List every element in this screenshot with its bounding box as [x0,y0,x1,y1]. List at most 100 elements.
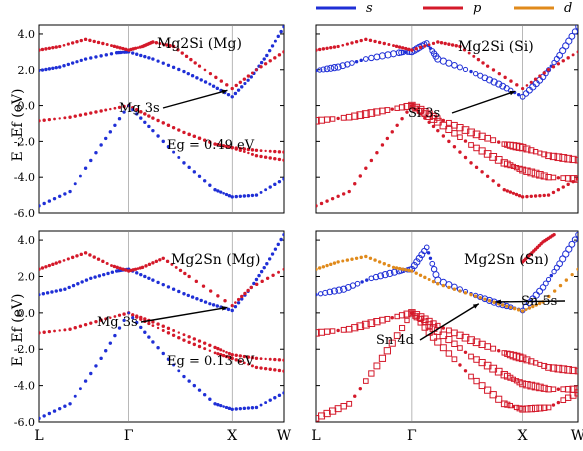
band-point-d [547,294,551,299]
panel-title: Mg2Sn (Mg) [171,252,260,268]
band-point-s [553,264,560,271]
band-point-p [197,64,202,68]
band-point-p [546,193,551,197]
band-point-p [208,343,212,347]
band-point-s [99,143,103,147]
band-point-p [323,328,331,335]
band-point-s [273,396,277,400]
band-point-d [534,303,538,307]
band-point-p [277,368,282,373]
band-point-d [407,268,411,273]
band-point-s [195,76,199,80]
band-point-p [368,38,373,43]
band-point-p [58,329,61,332]
band-point-p [531,382,540,391]
band-point-s [199,298,203,303]
band-point-s [117,326,122,330]
band-point-s [224,405,229,410]
band-point-p [427,120,431,124]
y-axis-label-top: E - Ef (eV) [10,88,26,161]
band-point-p [409,102,415,109]
band-point-p [197,136,202,140]
band-point-s [182,69,186,74]
band-point-p [144,264,148,268]
band-point-p [63,328,67,332]
band-point-p [569,366,577,375]
band-point-s [282,232,284,237]
band-point-p [378,354,387,362]
band-point-p [254,356,259,360]
band-point-p [238,354,243,358]
band-point-d [463,291,468,295]
band-point-p [341,43,345,47]
band-point-d [441,283,446,288]
band-point-p [358,174,362,178]
band-point-p [250,356,255,360]
band-point-p [569,155,577,164]
band-point-p [104,108,108,112]
band-point-p [238,80,243,84]
band-point-s [259,60,264,65]
band-point-d [492,300,496,304]
band-point-p [404,317,410,324]
band-point-s [410,262,418,270]
band-point-p [564,366,573,374]
band-point-p [445,119,452,126]
band-point-d [564,278,569,282]
band-point-p [79,252,83,257]
band-point-p [571,53,575,57]
band-point-p [439,41,444,45]
band-point-d [452,287,457,291]
band-point-s [89,56,93,60]
band-point-p [433,117,442,126]
band-point-s [360,280,364,284]
band-point-p [390,107,394,111]
band-point-p [147,262,152,267]
band-point-p [519,380,527,388]
band-point-s [50,290,54,294]
band-point-p [561,185,565,189]
band-point-p [478,382,486,390]
band-point-p [336,44,340,49]
band-point-p [495,395,503,403]
band-point-p [39,331,41,335]
band-point-p [390,316,394,320]
band-point-s [279,29,283,34]
band-point-s [381,271,389,279]
band-point-p [576,177,578,181]
y-tick-label: 2.0 [18,270,36,283]
band-point-s [104,349,108,353]
band-point-s [243,81,247,86]
band-point-s [182,161,186,165]
band-point-p [214,75,218,80]
band-point-p [216,142,220,147]
annotation-arrow [451,90,516,114]
band-point-s [156,280,160,285]
band-point-s [67,285,71,290]
band-point-p [184,54,189,59]
band-point-p [110,44,113,48]
band-point-s [262,57,266,61]
band-point-p [234,358,238,362]
band-point-p [92,255,96,259]
band-point-p [238,146,243,151]
band-point-s [156,134,160,138]
band-point-s [172,363,176,367]
band-point-p [136,267,140,270]
band-point-p [255,282,259,287]
band-point-s [110,270,115,274]
band-point-s [249,75,253,79]
band-point-p [165,259,170,264]
band-point-p [364,37,368,42]
band-point-p [203,68,207,72]
k-point-label-Γ: Γ [407,428,417,444]
band-point-s [122,318,126,323]
band-point-s [68,402,72,406]
band-point-p [208,140,212,144]
band-point-p [143,317,147,321]
band-point-s [265,262,269,266]
band-point-s [135,52,139,56]
band-point-p [250,364,254,368]
band-point-p [423,116,427,120]
